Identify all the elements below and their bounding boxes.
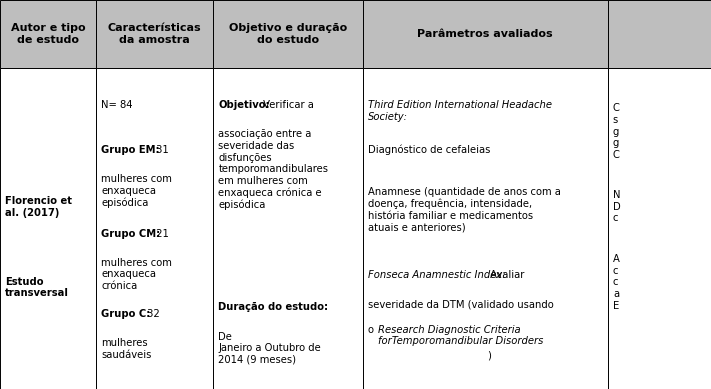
Text: mulheres com
enxaqueca
crónica: mulheres com enxaqueca crónica [101, 258, 172, 291]
Text: 21: 21 [153, 229, 169, 238]
Text: Research Diagnostic Criteria
forTemporomandibular Disorders: Research Diagnostic Criteria forTemporom… [378, 325, 543, 346]
Text: 32: 32 [144, 309, 159, 319]
Bar [608, 0, 711, 68]
Text: Grupo C:: Grupo C: [101, 309, 151, 319]
Text: Avaliar: Avaliar [487, 270, 525, 280]
Text: o: o [368, 325, 377, 335]
Text: A
c
c
a
E: A c c a E [613, 254, 620, 310]
Bar [363, 68, 608, 389]
Text: N
D
c: N D c [613, 190, 621, 223]
Text: associação entre a
severidade das
disfunções
temporomandibulares
em mulheres com: associação entre a severidade das disfun… [218, 130, 328, 210]
Text: De
Janeiro a Outubro de
2014 (9 meses): De Janeiro a Outubro de 2014 (9 meses) [218, 331, 321, 365]
Text: Florencio et
al. (2017): Florencio et al. (2017) [5, 196, 72, 218]
Bar [608, 68, 711, 389]
Text: severidade da DTM (validado usando: severidade da DTM (validado usando [368, 300, 553, 309]
Text: Autor e tipo
de estudo: Autor e tipo de estudo [11, 23, 85, 45]
Text: C
s
g
g
C: C s g g C [613, 103, 620, 160]
Text: Verificar a: Verificar a [260, 100, 314, 110]
Text: Grupo EM:: Grupo EM: [101, 145, 160, 155]
Bar [0, 0, 96, 68]
Text: Fonseca Anamnestic Index:: Fonseca Anamnestic Index: [368, 270, 506, 280]
Text: Anamnese (quantidade de anos com a
doença, frequência, intensidade,
história fam: Anamnese (quantidade de anos com a doenç… [368, 187, 560, 232]
Bar [213, 68, 363, 389]
Text: Diagnóstico de cefaleias: Diagnóstico de cefaleias [368, 145, 490, 155]
Bar [363, 0, 608, 68]
Text: ): ) [487, 350, 491, 360]
Text: mulheres com
enxaqueca
episódica: mulheres com enxaqueca episódica [101, 174, 172, 208]
Bar [0, 68, 96, 389]
Text: Duração do estudo:: Duração do estudo: [218, 302, 328, 312]
Text: Objetivo:: Objetivo: [218, 100, 270, 110]
Text: Grupo CM:: Grupo CM: [101, 229, 160, 238]
Text: N= 84: N= 84 [101, 100, 132, 110]
Text: Estudo
transversal: Estudo transversal [5, 277, 69, 298]
Text: Third Edition International Headache
Society:: Third Edition International Headache Soc… [368, 100, 552, 122]
Text: Objetivo e duração
do estudo: Objetivo e duração do estudo [229, 23, 347, 45]
Text: 31: 31 [153, 145, 169, 155]
Bar [213, 0, 363, 68]
Text: Características
da amostra: Características da amostra [108, 23, 201, 45]
Text: mulheres
saudáveis: mulheres saudáveis [101, 338, 151, 359]
Bar [96, 68, 213, 389]
Bar [96, 0, 213, 68]
Text: Parâmetros avaliados: Parâmetros avaliados [417, 29, 553, 39]
